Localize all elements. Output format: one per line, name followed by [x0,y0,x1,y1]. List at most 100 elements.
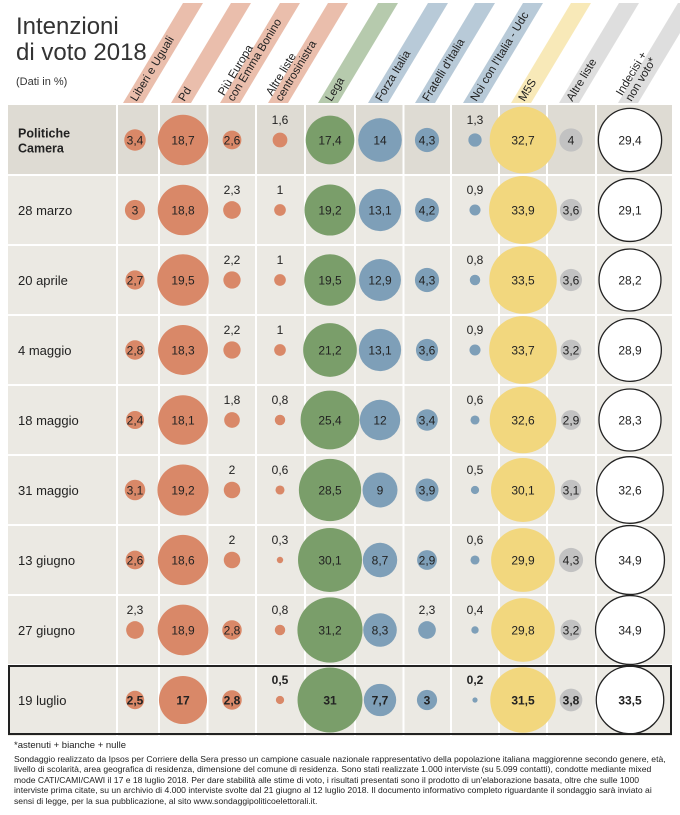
bubble-pi-europa-con-emma-bonino-28-marzo [223,201,241,219]
bubble-forza-italia-18-maggio [359,399,401,441]
value-label: 13,1 [368,204,392,218]
bubble-pd-28-marzo [157,184,209,236]
bubble-pi-europa-con-emma-bonino-19-luglio [222,690,242,710]
bubble-indecisi-non-voto-4-maggio [598,318,662,382]
column-header-forza-italia: Forza Italia [374,48,414,103]
bubble-forza-italia-28-marzo [358,188,402,232]
row-label-text: 27 giugno [18,623,75,638]
column-header-band-indecisi-non-voto [618,3,680,103]
value-label: 4,3 [419,274,436,288]
row-label-text: 19 luglio [18,693,66,708]
value-label: 2,2 [224,253,241,267]
value-label: 31,2 [318,624,342,638]
row-label-19-luglio: 19 luglio [18,693,66,708]
row-label-text: 18 maggio [18,413,79,428]
value-label: 3,8 [563,694,580,708]
bubble-forza-italia-politiche-camera [358,118,402,162]
bubble-pd-politiche-camera [157,114,209,166]
bubble-altre-liste-20-aprile [559,268,583,292]
bubble-noi-con-l-italia-udc-31-maggio [470,485,480,495]
row-label-4-maggio: 4 maggio [18,343,71,358]
bubble-liberi-e-uguali-18-maggio [125,410,145,430]
column-header-band-m5s [511,3,591,103]
value-label: 28,3 [618,414,642,428]
bubble-m5s-28-marzo [489,176,557,244]
footnote: *astenuti + bianche + nulle Sondaggio re… [14,740,668,806]
value-label: 2,4 [127,414,144,428]
value-label: 2,9 [563,414,580,428]
value-label: 7,7 [372,694,389,708]
bubble-pd-18-maggio [158,395,208,445]
bubble-m5s-4-maggio [489,316,557,384]
bubble-indecisi-non-voto-31-maggio [596,456,664,524]
value-label: 34,9 [618,624,642,638]
value-label: 2,8 [127,344,144,358]
value-label: 33,9 [511,204,535,218]
bubble-pd-4-maggio [158,325,208,375]
row-label-13-giugno: 13 giugno [18,553,75,568]
bubble-liberi-e-uguali-13-giugno [125,550,145,570]
column-header-band-liberi-e-uguali [123,3,203,103]
bubble-altre-liste-centrosinistra-18-maggio [274,414,286,426]
value-label: 3 [424,694,431,708]
bubble-noi-con-l-italia-udc-20-aprile [469,274,481,286]
bubble-pi-europa-con-emma-bonino-politiche-camera [222,130,242,150]
bubble-m5s-31-maggio [491,458,555,522]
bubble-lega-politiche-camera [305,115,355,165]
bubble-noi-con-l-italia-udc-politiche-camera [468,133,482,147]
bubble-altre-liste-centrosinistra-4-maggio [274,344,286,356]
bubble-fratelli-d-italia-20-aprile [414,267,440,293]
value-label: 1 [277,323,284,337]
value-label: 2,7 [127,274,144,288]
value-label: 0,8 [272,393,289,407]
bubble-lega-13-giugno [298,528,362,592]
value-label: 3,1 [563,484,580,498]
bubble-altre-liste-centrosinistra-27-giugno [274,624,286,636]
value-label: 17 [176,694,190,708]
bubble-noi-con-l-italia-udc-18-maggio [470,415,480,425]
value-label: 3 [132,204,139,218]
value-label: 4,3 [419,134,436,148]
value-label: 0,3 [272,533,289,547]
value-label: 4,3 [563,554,580,568]
bubble-altre-liste-19-luglio [559,688,583,712]
value-label: 0,8 [272,603,289,617]
bubble-indecisi-non-voto-20-aprile [598,248,662,312]
value-label: 18,6 [171,554,195,568]
value-label: 9 [377,484,384,498]
row-label-28-marzo: 28 marzo [18,203,72,218]
value-label: 2,2 [224,323,241,337]
bubble-forza-italia-20-aprile [359,259,401,301]
footnote-text: Sondaggio realizzato da Ipsos per Corrie… [14,753,666,806]
bubble-altre-liste-31-maggio [560,479,582,501]
column-header-label: Fratelli d'Italia [421,36,468,103]
bubble-pd-13-giugno [157,534,209,586]
bubble-altre-liste-centrosinistra-28-marzo [274,204,286,216]
value-label: 1,8 [224,393,241,407]
value-label: 28,9 [618,344,642,358]
value-label: 32,6 [511,414,535,428]
bubble-pi-europa-con-emma-bonino-4-maggio [223,341,241,359]
row-label-text: 4 maggio [18,343,71,358]
bubble-fratelli-d-italia-31-maggio [415,478,439,502]
value-label: 18,3 [171,344,195,358]
value-label: 30,1 [318,554,342,568]
bubble-altre-liste-4-maggio [560,339,582,361]
value-label: 32,6 [618,484,642,498]
bubble-altre-liste-centrosinistra-20-aprile [274,274,286,286]
footnote-asterisk: *astenuti + bianche + nulle [14,740,126,751]
bubble-lega-28-marzo [304,184,356,236]
value-label: 3,9 [419,484,436,498]
highlight-row-frame [8,665,672,735]
bubble-m5s-27-giugno [491,598,555,662]
value-label: 19,5 [318,274,342,288]
value-label: 33,5 [511,274,535,288]
value-label: 3,6 [419,344,436,358]
value-label: 3,2 [563,344,580,358]
bubble-altre-liste-18-maggio [561,410,581,430]
value-label: 28,2 [618,274,642,288]
bubble-forza-italia-13-giugno [362,542,398,578]
bubble-lega-19-luglio [297,667,363,733]
column-header-liberi-e-uguali: Liberi e Uguali [129,34,177,103]
